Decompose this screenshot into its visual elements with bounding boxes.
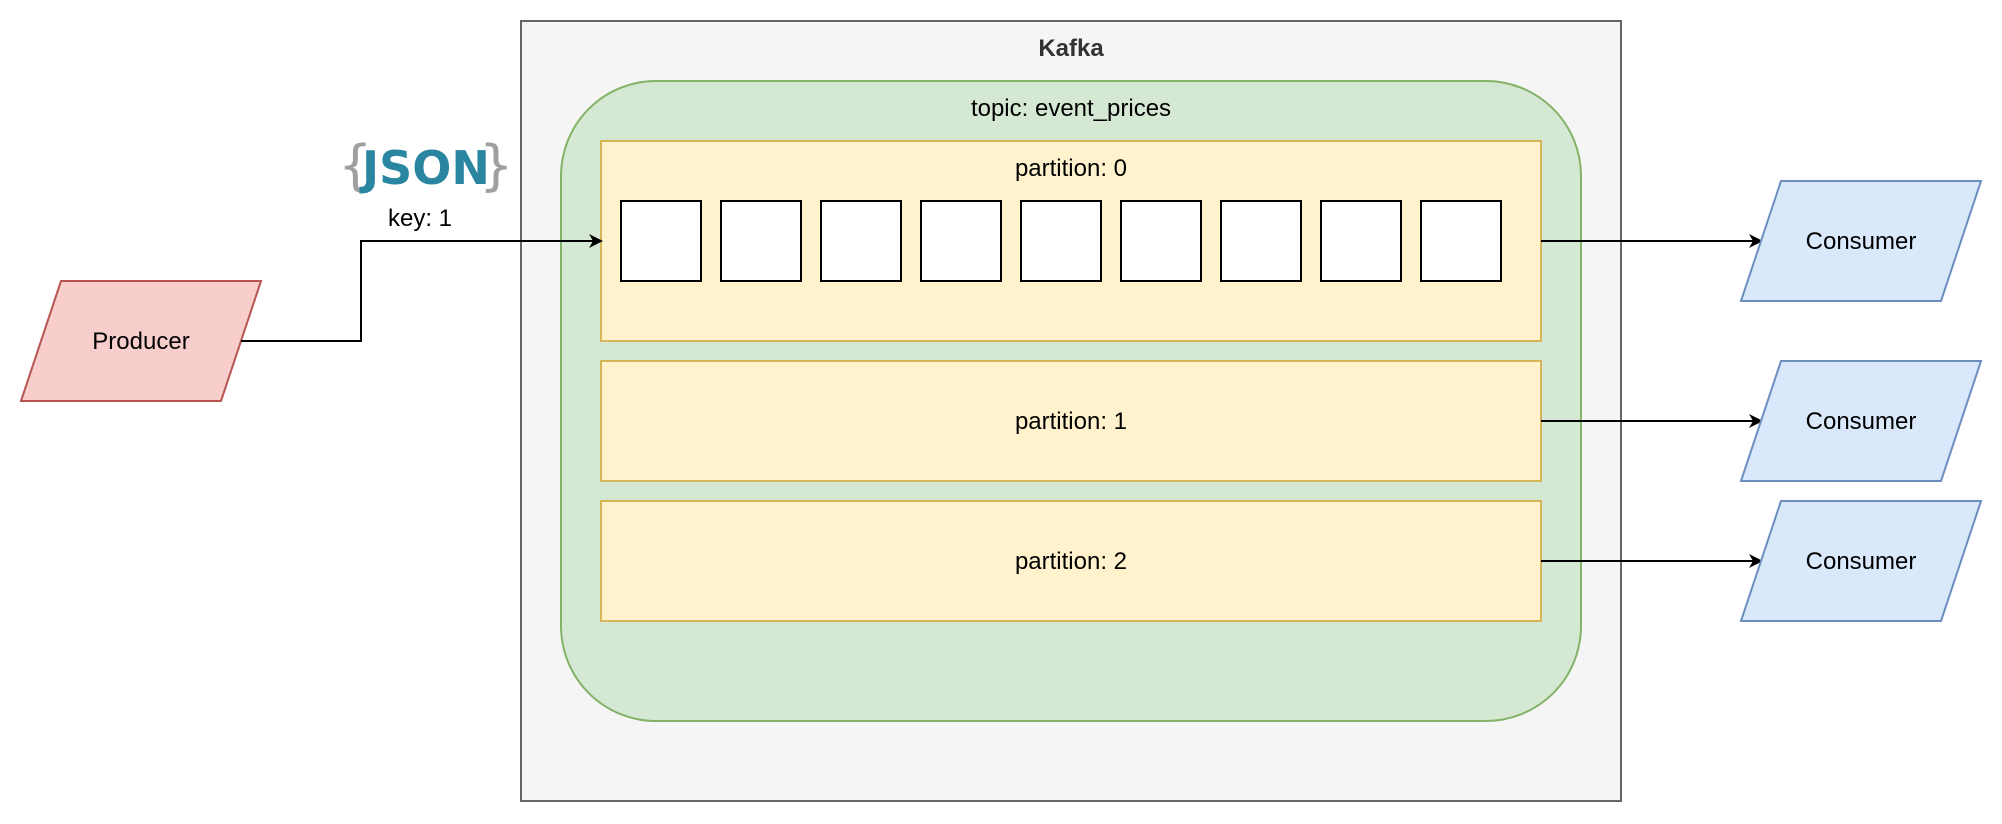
consumer-1-label: Consumer — [1806, 408, 1917, 435]
partition-2-label: partition: 2 — [1015, 548, 1127, 575]
json-close-brace: } — [479, 134, 513, 197]
consumer-node-1: Consumer — [1739, 360, 1983, 482]
message-slot — [1020, 200, 1102, 282]
message-slot — [920, 200, 1002, 282]
message-slot — [820, 200, 902, 282]
message-slot — [1220, 200, 1302, 282]
json-open-brace: { — [338, 134, 372, 197]
message-slot — [620, 200, 702, 282]
partition-0: partition: 0 — [600, 140, 1542, 342]
partition-1: partition: 1 — [600, 360, 1542, 482]
message-slot — [1320, 200, 1402, 282]
partition-1-label: partition: 1 — [1015, 408, 1127, 435]
producer-to-partition-0-arrow — [241, 234, 603, 342]
producer-label: Producer — [92, 328, 189, 355]
message-slot — [720, 200, 802, 282]
message-slot — [1120, 200, 1202, 282]
message-slot — [1420, 200, 1502, 282]
kafka-label: Kafka — [1038, 35, 1104, 62]
consumer-2-label: Consumer — [1806, 548, 1917, 575]
partition-0-label: partition: 0 — [1015, 155, 1127, 182]
partition-2: partition: 2 — [600, 500, 1542, 622]
producer-node: Producer — [19, 280, 263, 402]
json-logo: { JSON } — [338, 134, 513, 197]
json-logo-text: JSON — [359, 141, 490, 195]
message-queue — [620, 200, 1502, 282]
topic-label: topic: event_prices — [971, 95, 1171, 122]
consumer-node-0: Consumer — [1739, 180, 1983, 302]
consumer-0-label: Consumer — [1806, 228, 1917, 255]
message-key-label: key: 1 — [388, 205, 452, 232]
consumer-node-2: Consumer — [1739, 500, 1983, 622]
